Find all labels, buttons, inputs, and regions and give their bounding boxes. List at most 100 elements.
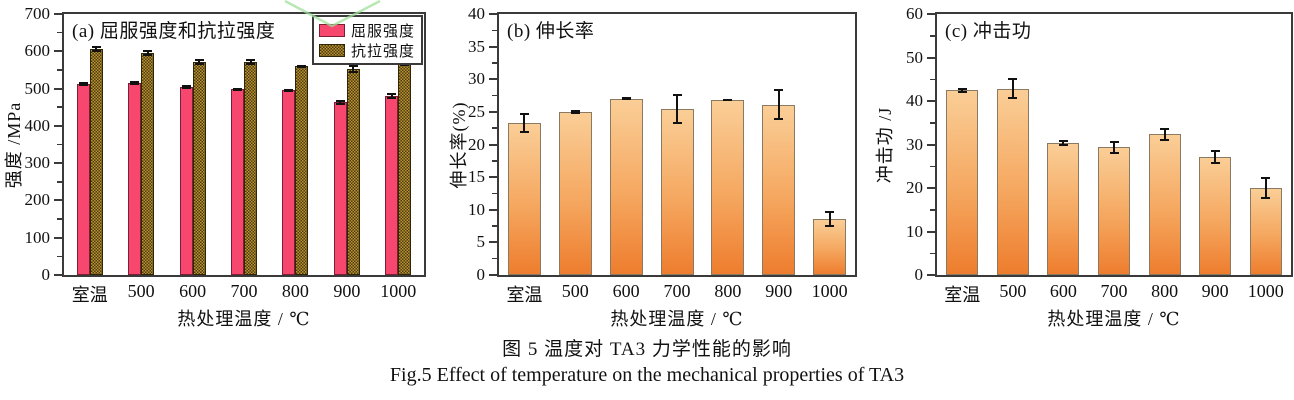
error-bar-impact-energy	[1008, 78, 1018, 100]
error-bar-tensile-strength	[297, 64, 307, 68]
error-cap-bottom	[519, 130, 529, 133]
error-bar-elongation	[519, 113, 529, 133]
plot-area-a: (a) 屈服强度和抗拉强度 屈服强度 抗拉强度 0 100 200 300 400 500…	[25, 4, 426, 305]
y-tick-label: 10	[468, 199, 485, 219]
legend-swatch-yield	[318, 23, 345, 37]
bar-impact-energy	[996, 88, 1029, 275]
chart-panel-b: 伸长率(%) (b) 伸长率 0 5 10 15 20 25 30 35 40 室温 500 600 7…	[434, 0, 860, 332]
y-minor-tick	[492, 257, 497, 260]
error-stem	[133, 80, 136, 86]
error-cap-bottom	[774, 118, 784, 121]
error-cap-bottom	[91, 50, 101, 53]
y-major-tick	[54, 87, 62, 90]
error-bar-elongation	[672, 94, 682, 125]
bar-yield-strength	[76, 84, 90, 275]
y-major-tick	[54, 274, 62, 276]
y-tick-label: 0	[41, 265, 51, 284]
y-tick-label: 600	[24, 41, 51, 61]
y-axis-title-a: 强度 /MPa	[4, 101, 24, 189]
x-tick-label: 500	[561, 281, 589, 301]
error-cap-bottom	[284, 89, 294, 92]
bar-elongation	[660, 109, 694, 275]
error-cap-bottom	[387, 97, 397, 100]
error-bar-elongation	[570, 109, 580, 114]
y-major-tick	[54, 236, 62, 239]
bar-tensile-strength	[295, 66, 309, 275]
y-tick-label: 30	[906, 134, 923, 154]
error-cap-bottom	[348, 70, 358, 73]
x-tick-label: 500	[999, 281, 1027, 301]
plot-area-b: (b) 伸长率 0 5 10 15 20 25 30 35 40 室温 500 600 700 800 90…	[468, 4, 857, 305]
y-minor-tick	[57, 181, 62, 183]
x-tick-label: 1000	[1247, 281, 1284, 301]
y-minor-tick	[930, 122, 935, 124]
error-bar-tensile-strength	[246, 58, 255, 65]
error-cap-bottom	[825, 224, 835, 227]
y-tick-label: 200	[24, 190, 51, 210]
error-cap-bottom	[1261, 197, 1271, 200]
bar-yield-strength	[385, 96, 399, 275]
bar-yield-strength	[282, 90, 296, 275]
error-stem	[1163, 127, 1166, 141]
x-tick-label: 800	[1151, 281, 1179, 301]
y-minor-tick	[492, 127, 497, 129]
error-cap-bottom	[957, 90, 967, 93]
error-cap-bottom	[1109, 151, 1119, 154]
error-bar-yield-strength	[181, 84, 191, 89]
x-tick-label: 900	[333, 281, 361, 301]
chart-panel-c: 冲击功 /J (c) 冲击功 0 10 20 30 40 50 60 室温 500 600 700 8…	[860, 0, 1294, 332]
error-cap-bottom	[621, 98, 631, 101]
y-major-tick	[489, 110, 497, 113]
y-minor-tick	[930, 78, 935, 80]
bar-elongation	[711, 100, 745, 275]
legend-item-yield: 屈服强度	[318, 20, 415, 40]
error-bar-tensile-strength	[91, 46, 101, 53]
panel-label-b: (b) 伸长率	[507, 21, 595, 42]
y-major-tick	[489, 78, 497, 81]
error-cap-bottom	[672, 122, 682, 125]
y-tick-label: 10	[906, 221, 923, 241]
bar-elongation	[813, 218, 847, 275]
error-bar-tensile-strength	[348, 65, 358, 73]
error-bar-impact-energy	[1261, 176, 1271, 200]
error-stem	[352, 65, 355, 73]
y-minor-tick	[57, 143, 62, 146]
caption-english: Fig.5 Effect of temperature on the mecha…	[389, 364, 905, 386]
y-minor-tick	[492, 62, 497, 64]
bar-yield-strength	[333, 102, 347, 275]
bar-tensile-strength	[141, 53, 155, 275]
y-major-tick	[54, 13, 62, 15]
error-stem	[95, 46, 98, 53]
y-major-tick	[927, 230, 935, 233]
y-tick-label: 700	[24, 4, 51, 23]
y-major-tick	[489, 241, 497, 244]
bar-tensile-strength	[192, 62, 206, 275]
y-tick-label: 100	[24, 227, 51, 247]
x-tick-label: 800	[714, 281, 742, 301]
error-bar-impact-energy	[1058, 139, 1068, 146]
y-major-tick	[54, 124, 62, 127]
figure-caption: 图 5 温度对 TA3 力学性能的影响 Fig.5 Effect of temp…	[0, 334, 1294, 387]
y-major-tick	[489, 45, 497, 48]
bar-tensile-strength	[89, 49, 103, 275]
error-stem	[1214, 150, 1217, 165]
y-major-tick	[927, 187, 935, 189]
error-bar-tensile-strength	[194, 59, 204, 66]
error-cap-bottom	[181, 86, 191, 89]
error-bar-elongation	[621, 97, 631, 101]
error-stem	[676, 94, 678, 125]
y-major-tick	[489, 208, 497, 211]
y-major-tick	[927, 13, 935, 15]
x-tick-label: 600	[179, 281, 207, 301]
y-minor-tick	[57, 255, 62, 258]
y-tick-label: 25	[468, 101, 485, 121]
x-axis-title-b: 热处理温度 / ℃	[610, 309, 744, 329]
bar-impact-energy	[1047, 142, 1080, 275]
error-cap-bottom	[78, 84, 88, 87]
error-cap-bottom	[130, 83, 140, 86]
bar-elongation	[609, 98, 643, 275]
y-tick-label: 15	[468, 167, 485, 187]
x-tick-label: 600	[1049, 281, 1077, 301]
error-cap-bottom	[723, 99, 733, 102]
y-tick-label: 0	[476, 265, 486, 284]
